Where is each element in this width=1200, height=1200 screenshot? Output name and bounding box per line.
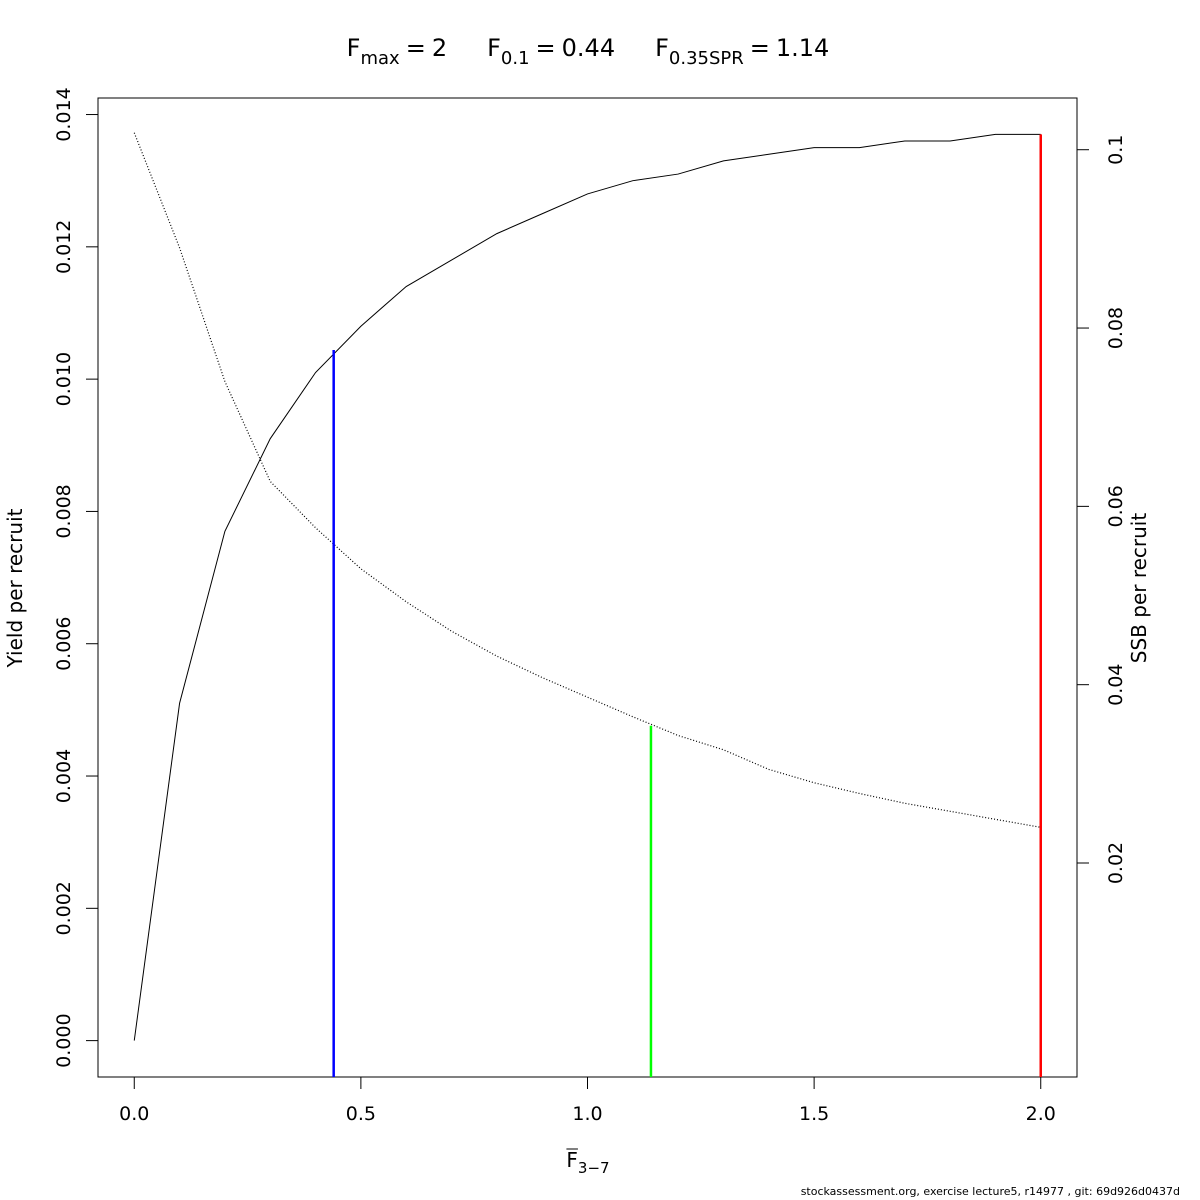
y2-tick-label: 0.04 <box>1105 664 1127 706</box>
y-tick-label: 0.012 <box>53 220 75 274</box>
y-tick-label: 0.014 <box>53 87 75 141</box>
x-tick-label: 1.5 <box>799 1103 829 1125</box>
x-tick-label: 0.0 <box>119 1103 149 1125</box>
title-value: 2 <box>432 34 447 62</box>
chart-title: Fmax = 2 F0.1 = 0.44 F0.35SPR = 1.14 <box>347 34 830 69</box>
y2-tick-label: 0.06 <box>1105 485 1127 527</box>
plot-frame <box>97 97 1078 1078</box>
title-value: 0.44 <box>562 34 615 62</box>
y2-tick-label: 0.02 <box>1105 842 1127 884</box>
x-tick-label: 1.0 <box>572 1103 602 1125</box>
y-tick-label: 0.000 <box>53 1013 75 1067</box>
x-tick-label: 0.5 <box>346 1103 376 1125</box>
title-symbol: F <box>347 34 361 62</box>
y-tick-label: 0.010 <box>53 352 75 406</box>
y2-tick-label: 0.08 <box>1105 307 1127 349</box>
title-value: 1.14 <box>776 34 829 62</box>
title-subscript: 0.1 <box>501 48 530 69</box>
title-symbol: F <box>655 34 669 62</box>
series-line <box>133 132 1041 828</box>
x-tick-label: 2.0 <box>1026 1103 1056 1125</box>
x-axis-label: F3−7 <box>566 1148 609 1177</box>
title-relation: = <box>750 34 770 62</box>
footnote: stockassessment.org, exercise lecture5, … <box>801 1185 1180 1198</box>
x-label-symbol: F <box>566 1148 578 1172</box>
y-tick-label: 0.002 <box>53 881 75 935</box>
y2-tick-label: 0.1 <box>1105 135 1127 165</box>
title-symbol: F <box>487 34 501 62</box>
y-tick-label: 0.008 <box>53 484 75 538</box>
title-relation: = <box>406 34 426 62</box>
title-relation: = <box>536 34 556 62</box>
title-subscript: 0.35SPR <box>669 48 744 69</box>
y-tick-label: 0.006 <box>53 617 75 671</box>
x-label-subscript: 3−7 <box>578 1159 610 1177</box>
title-subscript: max <box>360 48 400 69</box>
y2-axis-label: SSB per recruit <box>1127 513 1151 664</box>
y-tick-label: 0.004 <box>53 749 75 803</box>
y-axis-label: Yield per recruit <box>3 508 27 668</box>
series-line <box>133 133 1041 1041</box>
